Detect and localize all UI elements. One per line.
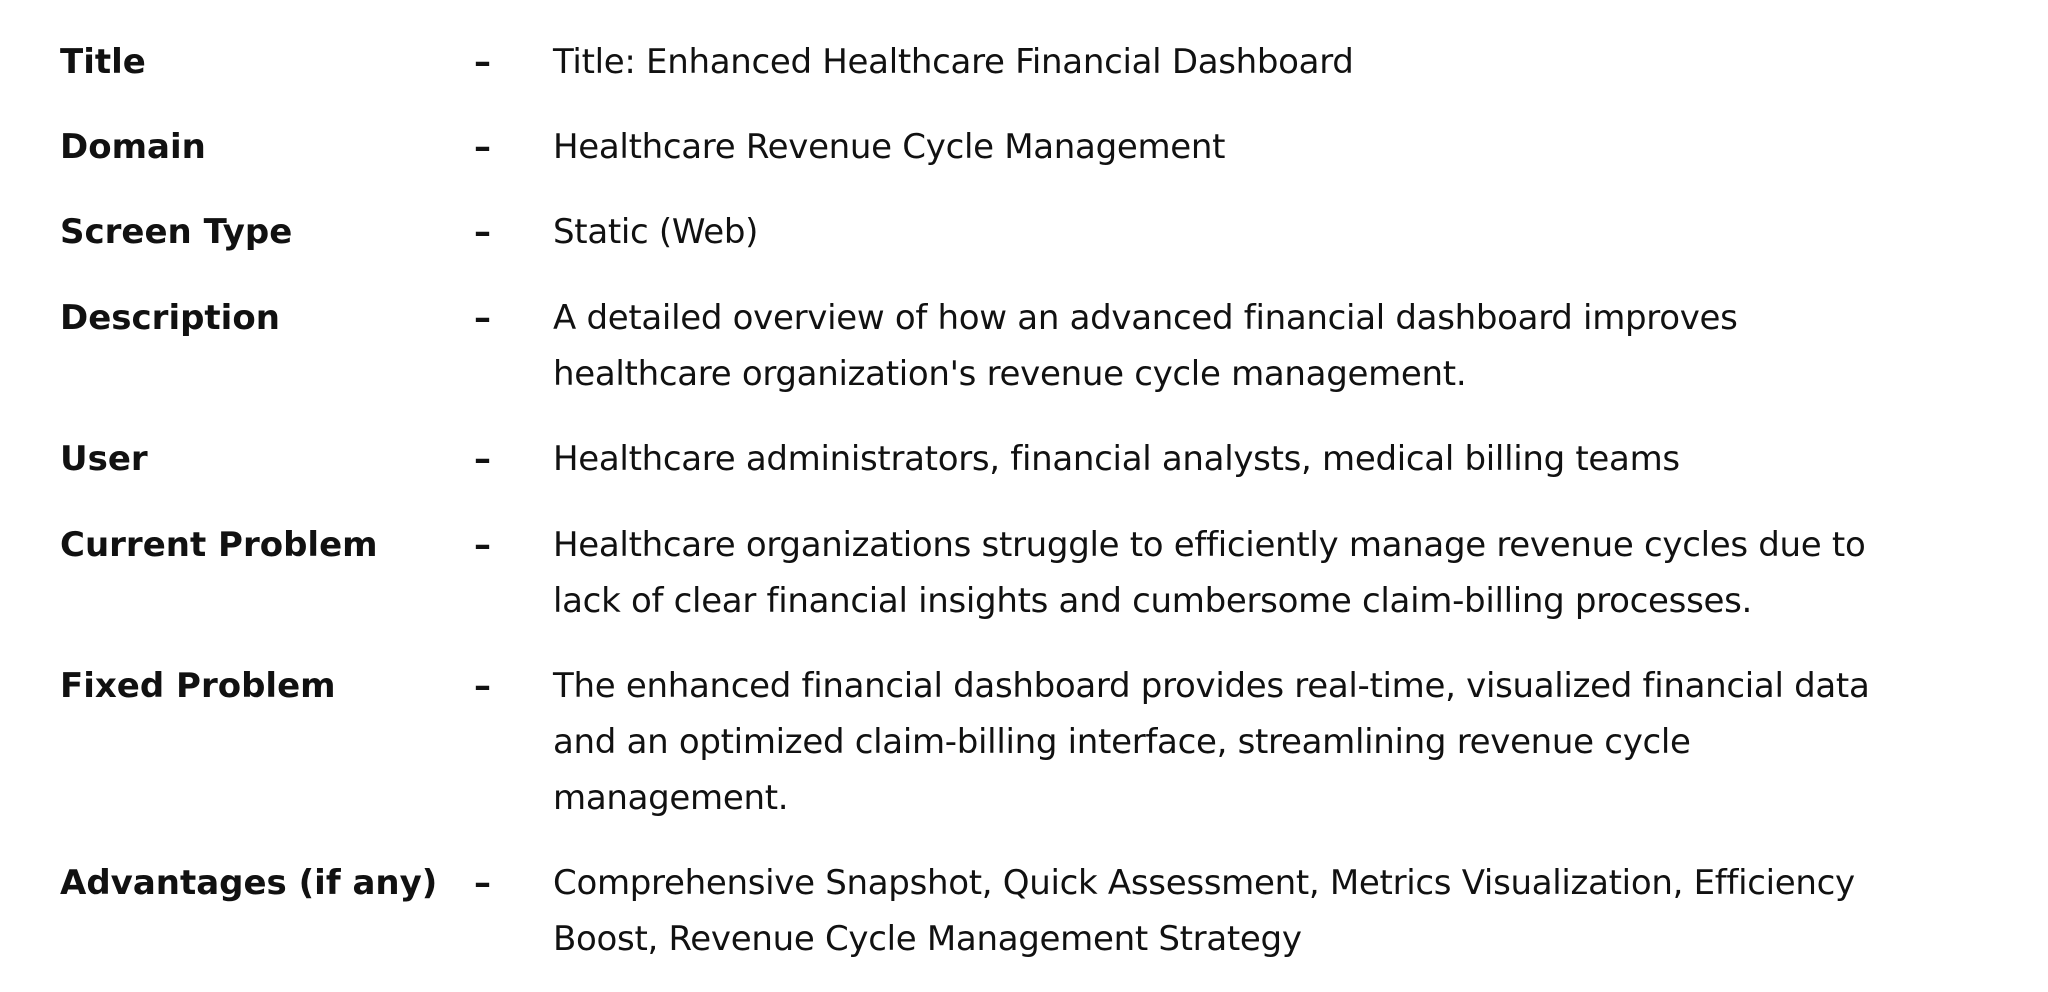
row-label: Screen Type [60, 212, 293, 252]
value-line: Healthcare Revenue Cycle Management [553, 127, 1226, 167]
row-dash: – [474, 127, 491, 167]
value-line: Title: Enhanced Healthcare Financial Das… [553, 42, 1354, 82]
value-line: Comprehensive Snapshot, Quick Assessment… [553, 863, 1855, 903]
row-label: Current Problem [60, 525, 378, 565]
row-dash: – [474, 525, 491, 565]
row-label: User [60, 439, 148, 479]
row-dash: – [474, 212, 491, 252]
row-dash: – [474, 863, 491, 903]
row-value: Healthcare organizations struggle to eff… [553, 517, 2023, 629]
row-value: The enhanced financial dashboard provide… [553, 658, 2023, 826]
row-value: A detailed overview of how an advanced f… [553, 290, 2023, 402]
row-value: Healthcare administrators, financial ana… [553, 431, 2023, 487]
row-label: Domain [60, 127, 206, 167]
value-line: lack of clear financial insights and cum… [553, 581, 1753, 621]
value-line: Healthcare organizations struggle to eff… [553, 525, 1866, 565]
row-dash: – [474, 298, 491, 338]
row-dash: – [474, 666, 491, 706]
value-line: management. [553, 778, 789, 818]
row-label: Advantages (if any) [60, 863, 438, 903]
row-dash: – [474, 439, 491, 479]
row-value: Comprehensive Snapshot, Quick Assessment… [553, 855, 2023, 967]
value-line: and an optimized claim-billing interface… [553, 722, 1691, 762]
value-line: Static (Web) [553, 212, 759, 252]
value-line: Boost, Revenue Cycle Management Strategy [553, 919, 1302, 959]
value-line: The enhanced financial dashboard provide… [553, 666, 1870, 706]
value-line: A detailed overview of how an advanced f… [553, 298, 1738, 338]
row-label: Title [60, 42, 146, 82]
value-line: healthcare organization's revenue cycle … [553, 354, 1467, 394]
value-line: Healthcare administrators, financial ana… [553, 439, 1680, 479]
row-label: Description [60, 298, 280, 338]
row-label: Fixed Problem [60, 666, 336, 706]
row-value: Healthcare Revenue Cycle Management [553, 119, 2023, 175]
row-value: Static (Web) [553, 204, 2023, 260]
row-value: Title: Enhanced Healthcare Financial Das… [553, 34, 2023, 90]
row-dash: – [474, 42, 491, 82]
